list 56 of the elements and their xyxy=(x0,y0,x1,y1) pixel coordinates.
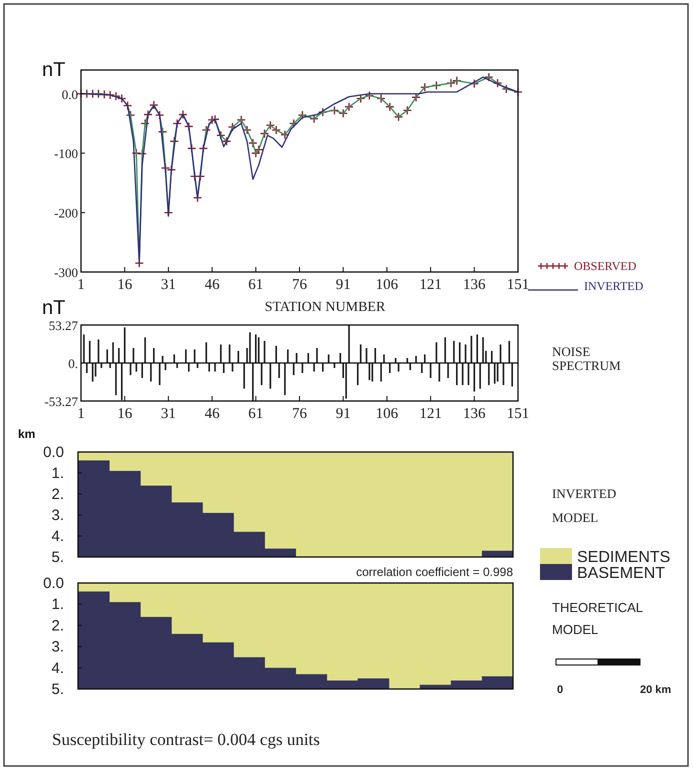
x-tick-label: 106 xyxy=(376,277,399,293)
x-axis-title: STATION NUMBER xyxy=(264,300,386,315)
text: 0 xyxy=(556,684,564,696)
x-tick-label: 61 xyxy=(248,406,264,422)
y-tick-label: -200 xyxy=(54,206,78,221)
x-tick-label: 91 xyxy=(336,277,351,293)
x-tick-label: 31 xyxy=(160,406,176,422)
y-tick-label: 0.0 xyxy=(62,86,78,102)
y-tick-label: 4. xyxy=(51,528,64,545)
y-tick-label: 4. xyxy=(51,660,64,677)
x-tick-label: 1 xyxy=(77,406,85,422)
y-axis-title: km xyxy=(18,427,36,441)
x-tick-label: 136 xyxy=(463,406,486,422)
x-tick-label: 91 xyxy=(336,406,351,422)
y-tick-label: 3. xyxy=(51,638,64,656)
text: correlation coefficient = 0.998 xyxy=(356,565,514,579)
y-tick-label: 0.0 xyxy=(43,444,64,461)
y-tick-label: -100 xyxy=(54,146,78,162)
x-tick-label: 46 xyxy=(204,406,220,422)
text: THEORETICAL MODEL xyxy=(552,600,644,637)
y-tick-label: 5. xyxy=(51,681,64,698)
legend-label: INVERTED xyxy=(584,279,644,293)
y-axis-title: nT xyxy=(42,59,66,81)
y-tick-label: 0.0 xyxy=(43,575,64,592)
x-tick-label: 31 xyxy=(160,277,176,293)
y-tick-label: 1. xyxy=(51,596,64,614)
x-tick-label: 61 xyxy=(248,277,264,293)
y-tick-label: 2. xyxy=(51,486,64,503)
legend-label: SEDIMENTS xyxy=(577,549,670,566)
x-tick-label: 151 xyxy=(506,406,530,422)
y-tick-label: -300 xyxy=(54,265,78,280)
x-tick-label: 136 xyxy=(463,277,486,293)
text: INVERTED MODEL xyxy=(552,486,616,525)
y-tick-label: 5. xyxy=(51,549,64,566)
x-tick-label: 121 xyxy=(419,406,442,422)
y-tick-label: 3. xyxy=(51,507,64,524)
y-tick-label: 1. xyxy=(51,465,64,482)
x-tick-label: 1 xyxy=(77,277,85,293)
text: 20 km xyxy=(640,684,672,696)
x-tick-label: 106 xyxy=(376,406,399,422)
y-tick-label: -53.27 xyxy=(44,394,78,409)
legend-label: OBSERVED xyxy=(574,259,637,273)
x-tick-label: 151 xyxy=(506,277,530,293)
x-tick-label: 121 xyxy=(419,277,442,293)
x-tick-label: 76 xyxy=(292,277,308,293)
y-axis-title: nT xyxy=(42,297,66,319)
legend-label: BASEMENT xyxy=(577,565,666,582)
x-tick-label: 16 xyxy=(117,277,133,293)
text: NOISE SPECTRUM xyxy=(552,344,622,373)
y-tick-label: 2. xyxy=(51,617,64,634)
x-tick-label: 76 xyxy=(292,406,308,422)
x-tick-label: 16 xyxy=(117,406,133,422)
text: Susceptibility contrast= 0.004 cgs units xyxy=(52,730,320,749)
x-tick-label: 46 xyxy=(204,277,220,293)
y-tick-label: 0. xyxy=(68,356,78,371)
y-tick-label: 53.27 xyxy=(48,318,78,333)
